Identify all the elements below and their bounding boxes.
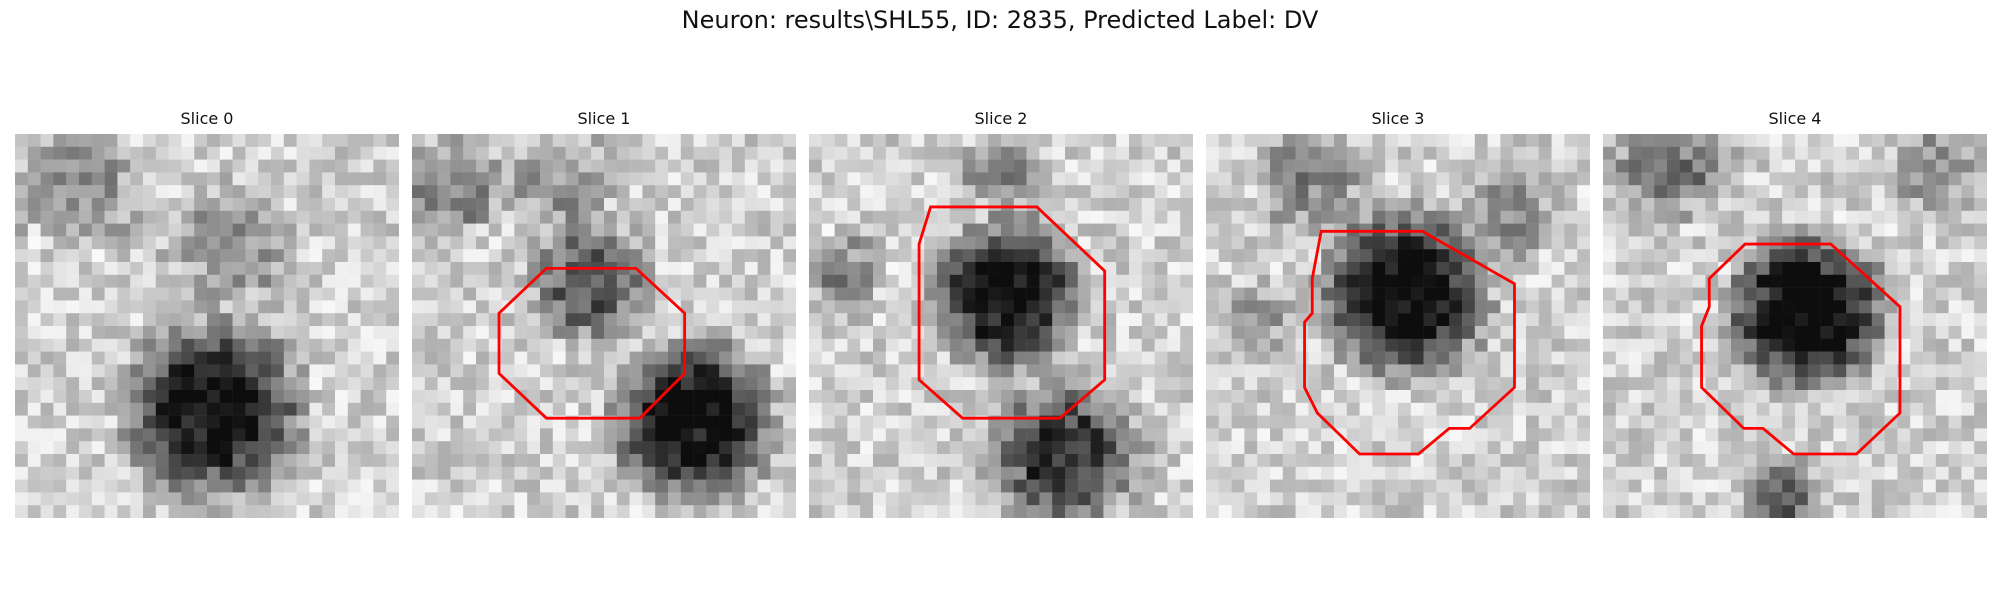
neuron-outline-3 xyxy=(1303,229,1516,456)
slice-title-0: Slice 0 xyxy=(180,109,234,128)
slice-panel-1: Slice 1 xyxy=(412,108,796,518)
neuron-outline-1 xyxy=(497,266,687,420)
slice-image-4 xyxy=(1603,134,1987,518)
slice-title-4: Slice 4 xyxy=(1768,109,1822,128)
slice-image-1 xyxy=(412,134,796,518)
slice-image-0 xyxy=(15,134,399,518)
neuron-outline-2 xyxy=(917,205,1107,420)
slice-panel-3: Slice 3 xyxy=(1206,108,1590,518)
slice-panel-4: Slice 4 xyxy=(1603,108,1987,518)
slice-title-3: Slice 3 xyxy=(1371,109,1425,128)
slice-panel-2: Slice 2 xyxy=(809,108,1193,518)
slice-image-2 xyxy=(809,134,1193,518)
slice-title-1: Slice 1 xyxy=(577,109,631,128)
neuron-outline-4 xyxy=(1700,242,1902,456)
figure-title: Neuron: results\SHL55, ID: 2835, Predict… xyxy=(681,6,1319,34)
slice-panel-0: Slice 0 xyxy=(15,108,399,518)
slice-image-3 xyxy=(1206,134,1590,518)
slice-title-2: Slice 2 xyxy=(974,109,1028,128)
